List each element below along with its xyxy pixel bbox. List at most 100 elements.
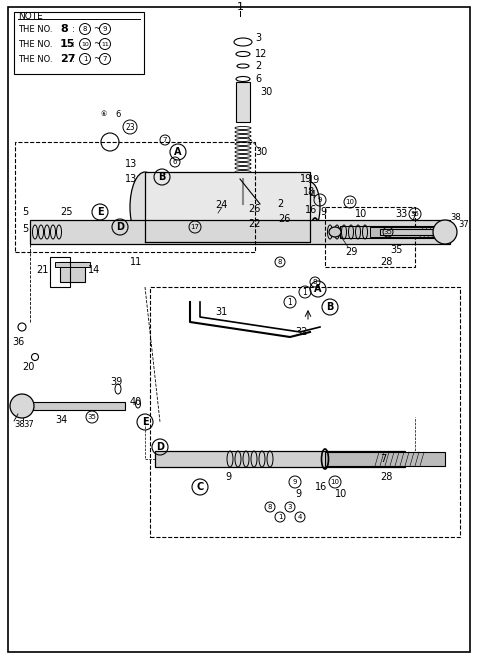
Text: THE NO.: THE NO. [18, 24, 52, 34]
Text: E: E [96, 207, 103, 217]
Text: 8: 8 [268, 504, 272, 510]
Text: D: D [116, 222, 124, 232]
Text: ~: ~ [93, 40, 100, 48]
Bar [14, 12, 144, 74]
Ellipse shape [329, 227, 341, 237]
Bar [50, 257, 70, 287]
Text: 20: 20 [22, 362, 35, 372]
Text: :: : [72, 54, 75, 64]
Text: 26: 26 [248, 204, 260, 214]
Ellipse shape [210, 213, 220, 221]
Bar [325, 207, 415, 267]
Text: A: A [174, 147, 182, 157]
Text: 11: 11 [101, 42, 109, 46]
Text: 38: 38 [450, 213, 461, 222]
Text: 12: 12 [255, 49, 267, 59]
Text: 37: 37 [458, 220, 469, 228]
Text: 33: 33 [395, 209, 407, 219]
Text: 9: 9 [318, 197, 322, 203]
Ellipse shape [18, 323, 26, 331]
Text: 11: 11 [130, 257, 142, 267]
Text: 15: 15 [60, 39, 75, 49]
Bar [60, 262, 85, 282]
Text: 31: 31 [215, 307, 227, 317]
Text: 23: 23 [125, 122, 135, 132]
Text: 28: 28 [380, 257, 392, 267]
Text: 10: 10 [346, 199, 355, 205]
Text: 16: 16 [305, 205, 317, 215]
Text: 6: 6 [173, 159, 177, 165]
Text: 10: 10 [355, 209, 367, 219]
Bar [380, 229, 445, 235]
Text: 9: 9 [293, 479, 297, 485]
Text: 1: 1 [302, 287, 307, 297]
Bar [30, 220, 450, 244]
Text: 29: 29 [345, 247, 358, 257]
Bar [325, 452, 445, 466]
Text: 32: 32 [295, 327, 307, 337]
Text: 16: 16 [315, 482, 327, 492]
Text: THE NO.: THE NO. [18, 40, 52, 48]
Text: 5: 5 [22, 224, 28, 234]
Text: 7: 7 [410, 212, 416, 222]
Text: 10: 10 [81, 42, 89, 46]
Text: C: C [196, 482, 204, 492]
Text: 9: 9 [320, 207, 326, 217]
Text: 10: 10 [335, 489, 347, 499]
Text: 30: 30 [260, 87, 272, 97]
Bar [25, 402, 125, 410]
Text: 35: 35 [87, 414, 96, 420]
Text: 8: 8 [278, 259, 282, 265]
Text: :: : [72, 40, 75, 48]
Text: 14: 14 [88, 265, 100, 275]
Text: 8: 8 [83, 26, 87, 32]
Text: B: B [158, 172, 166, 182]
Text: 1: 1 [83, 56, 87, 62]
Text: 7: 7 [163, 137, 167, 143]
Text: D: D [156, 442, 164, 452]
Text: 35: 35 [410, 211, 420, 217]
Text: 6: 6 [115, 109, 120, 118]
Text: 1: 1 [278, 514, 282, 520]
Text: 7: 7 [103, 56, 107, 62]
Ellipse shape [293, 176, 303, 184]
Text: :: : [72, 24, 75, 34]
Text: 28: 28 [380, 472, 392, 482]
Text: 4: 4 [298, 514, 302, 520]
Text: 8: 8 [313, 279, 317, 285]
Text: 3: 3 [255, 33, 261, 43]
Text: E: E [142, 417, 148, 427]
Text: ~: ~ [93, 54, 100, 64]
Text: 2: 2 [255, 61, 261, 71]
Text: 19: 19 [308, 175, 320, 185]
Text: 1: 1 [237, 2, 243, 12]
Text: 10: 10 [331, 479, 339, 485]
Text: 2: 2 [277, 199, 283, 209]
Text: NOTE: NOTE [18, 11, 43, 21]
Text: 25: 25 [60, 207, 72, 217]
Text: 3: 3 [288, 504, 292, 510]
Ellipse shape [115, 384, 121, 394]
Text: 34: 34 [55, 415, 67, 425]
Text: B: B [326, 302, 334, 312]
Ellipse shape [300, 182, 320, 232]
Bar [236, 82, 250, 122]
Text: 19: 19 [300, 174, 312, 184]
Bar [340, 226, 450, 238]
Text: 13: 13 [125, 159, 137, 169]
Circle shape [433, 220, 457, 244]
Ellipse shape [130, 172, 160, 242]
Text: 40: 40 [130, 397, 142, 407]
Bar [15, 142, 255, 252]
Text: 5: 5 [22, 207, 28, 217]
Text: 24: 24 [215, 200, 228, 210]
Bar [155, 451, 405, 467]
Text: 38: 38 [14, 420, 25, 428]
Ellipse shape [135, 400, 141, 408]
Text: ⑥: ⑥ [100, 111, 106, 117]
Text: 22: 22 [248, 219, 261, 229]
Text: 39: 39 [110, 377, 122, 387]
Text: THE NO.: THE NO. [18, 54, 52, 64]
Text: 6: 6 [255, 74, 261, 84]
Text: 13: 13 [125, 174, 137, 184]
